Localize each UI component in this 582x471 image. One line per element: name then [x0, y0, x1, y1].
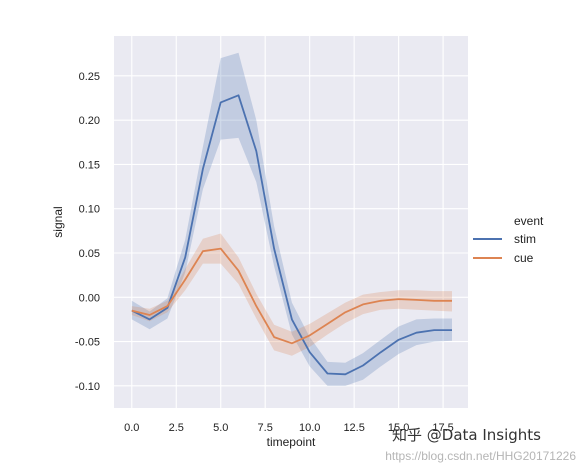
- watermark-url: https://blog.csdn.net/HHG20171226: [385, 449, 576, 463]
- x-tick-label: 15.0: [388, 422, 409, 434]
- plot-background: [114, 36, 468, 408]
- y-tick-label: -0.10: [75, 381, 100, 393]
- x-tick-label: 17.5: [432, 422, 453, 434]
- y-tick-label: 0.10: [79, 204, 100, 216]
- legend: event stim cue: [473, 214, 544, 265]
- y-tick-label: 0.25: [79, 71, 100, 83]
- series-lines: [131, 94, 452, 376]
- ci-band-cue: [131, 233, 453, 356]
- x-tick-label: 7.5: [258, 422, 273, 434]
- legend-label-cue: cue: [514, 251, 534, 265]
- x-tick-label: 5.0: [213, 422, 228, 434]
- x-tick-label: 12.5: [343, 422, 364, 434]
- y-tick-label: 0.15: [79, 159, 100, 171]
- y-tick-labels: -0.10 -0.05 0.00 0.05 0.10 0.15 0.20 0.25: [75, 71, 100, 393]
- y-axis-label: signal: [51, 206, 65, 237]
- x-tick-label: 2.5: [169, 422, 184, 434]
- line-cue: [131, 247, 452, 345]
- y-tick-label: 0.00: [79, 292, 100, 304]
- line-stim: [131, 94, 452, 376]
- x-tick-label: 0.0: [124, 422, 139, 434]
- x-axis-label: timepoint: [267, 435, 316, 449]
- x-tick-labels: 0.0 2.5 5.0 7.5 10.0 12.5 15.0 17.5: [124, 422, 454, 434]
- legend-label-stim: stim: [514, 232, 536, 246]
- gridlines: [114, 36, 468, 408]
- y-tick-label: -0.05: [75, 337, 100, 349]
- legend-title: event: [514, 214, 544, 228]
- watermark-brand: 知乎 @Data Insights: [392, 426, 541, 444]
- y-tick-label: 0.05: [79, 248, 100, 260]
- y-tick-label: 0.20: [79, 115, 100, 127]
- x-tick-label: 10.0: [299, 422, 320, 434]
